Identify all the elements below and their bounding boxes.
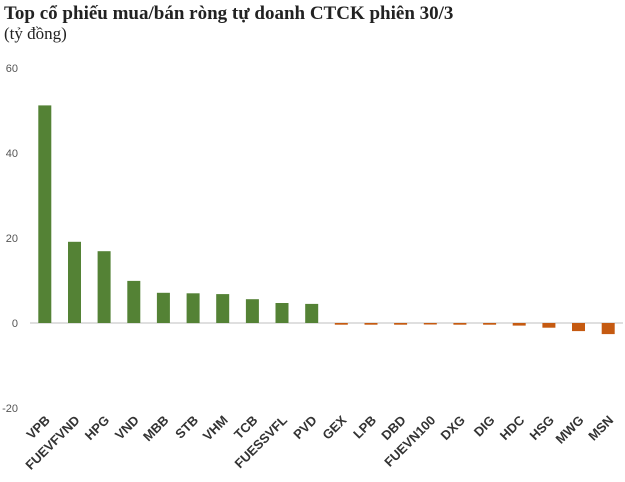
bar-mbb (156, 292, 170, 323)
x-tick-label: LPB (350, 413, 379, 442)
x-tick-label: HSG (526, 413, 557, 444)
bar-hpg (97, 251, 111, 323)
x-tick-label: DIG (471, 413, 498, 440)
bar-fuessvfl (275, 303, 289, 323)
x-tick-label: VHM (200, 413, 231, 444)
x-tick-label: GEX (319, 412, 349, 442)
x-tick-label: HDC (497, 412, 528, 443)
bar-dig (483, 323, 497, 325)
y-tick-label: 20 (6, 233, 18, 245)
bar-dxg (453, 323, 467, 325)
bar-stb (186, 293, 200, 324)
chart-title: Top cổ phiếu mua/bán ròng tự doanh CTCK … (4, 3, 454, 24)
bar-msn (601, 323, 615, 335)
x-tick-label: PVD (290, 413, 320, 443)
bar-vhm (216, 294, 230, 323)
bar-dbd (394, 323, 408, 325)
bar-mwg (572, 323, 585, 332)
bar-pvd (305, 303, 319, 323)
bar-hdc (512, 323, 526, 326)
bar-vpb (38, 105, 52, 324)
bar-tcb (245, 299, 259, 323)
y-tick-label: -20 (2, 403, 18, 415)
x-tick-label: MWG (553, 413, 587, 447)
bar-fuevfvnd (68, 241, 81, 323)
y-tick-label: 40 (6, 148, 18, 160)
x-tick-label: MBB (140, 413, 172, 445)
bar-gex (334, 323, 348, 325)
x-tick-label: DXG (438, 413, 469, 444)
x-tick-label: FUEVFVND (22, 413, 82, 473)
bar-fuevn100 (423, 323, 437, 325)
y-tick-label: 60 (6, 63, 18, 75)
bar-lpb (364, 323, 378, 325)
x-tick-label: VND (112, 413, 142, 443)
bar-hsg (542, 323, 556, 328)
bar-series (38, 105, 615, 335)
x-tick-label: STB (172, 413, 201, 442)
y-tick-label: 0 (12, 318, 18, 330)
chart-subtitle: (tỷ đồng) (4, 24, 67, 43)
x-tick-label: MSN (585, 413, 616, 444)
y-axis-ticks: 60 40 20 0 -20 (2, 63, 18, 415)
x-tick-label: HPG (82, 413, 113, 444)
bar-vnd (127, 280, 141, 323)
